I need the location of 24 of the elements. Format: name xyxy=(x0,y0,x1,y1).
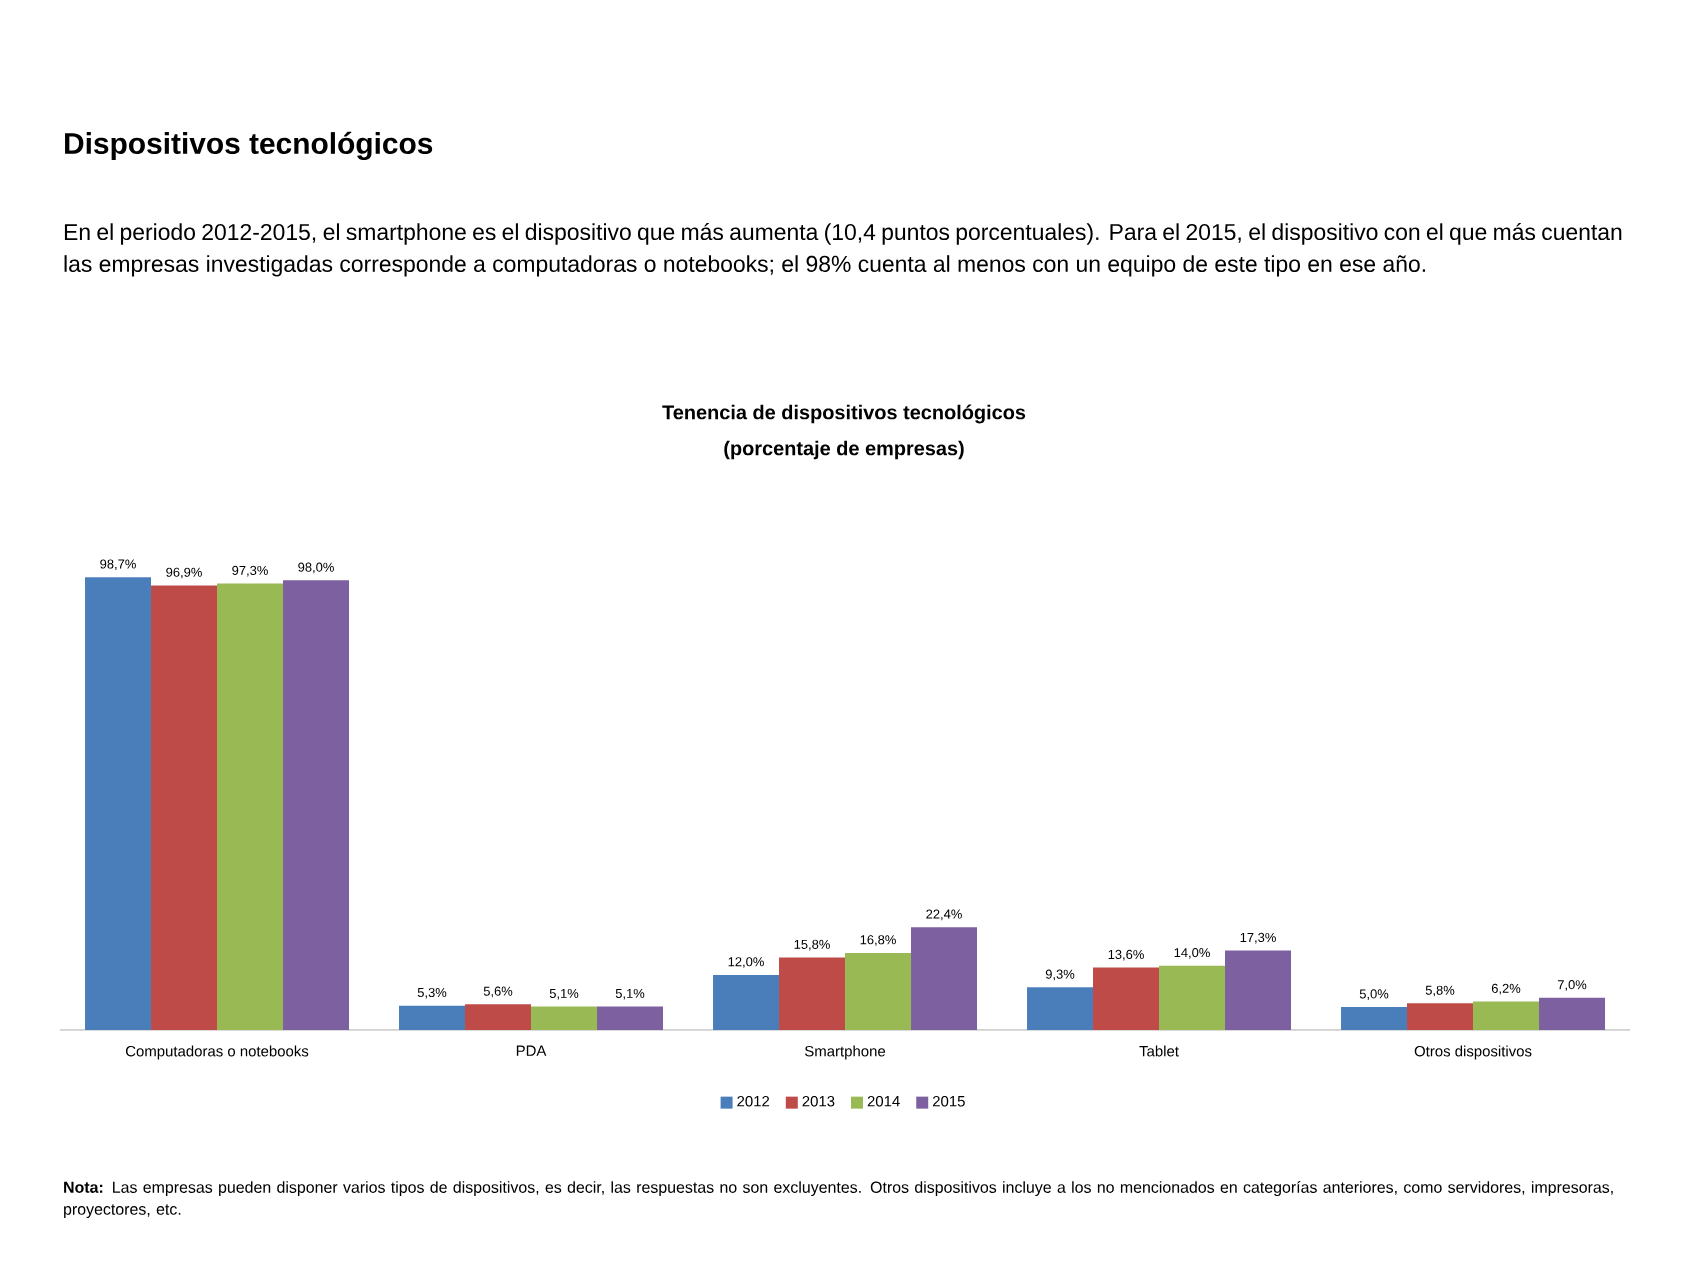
bar xyxy=(85,577,152,1030)
bar xyxy=(1539,997,1606,1030)
bar xyxy=(1027,987,1094,1030)
chart-title: Tenencia de dispositivos tecnológicos xyxy=(662,404,1026,424)
bar xyxy=(1225,950,1292,1030)
bar xyxy=(597,1006,664,1030)
bar xyxy=(713,974,780,1030)
bar xyxy=(283,580,350,1030)
chart-subtitle: (porcentaje de empresas) xyxy=(724,440,964,460)
bar xyxy=(465,1004,532,1030)
bar xyxy=(1159,965,1226,1030)
bar xyxy=(845,952,912,1030)
text: En el periodo 2012-2015, el smartphone es el dispositivo que más aumenta (10,4 puntos porcentuales). Para el 2015, el dispositivo con el que más cuentan las empresas investigadas corresponde a computadoras o notebooks; el 98% cuenta al menos con un equipo de este tipo en ese año. xyxy=(64,223,1622,277)
bar xyxy=(399,1005,466,1030)
bar xyxy=(151,585,218,1030)
text: Dispositivos tecnológicos xyxy=(65,131,433,161)
bar xyxy=(779,957,846,1030)
bar xyxy=(1093,967,1160,1030)
bar xyxy=(1473,1001,1540,1030)
bar xyxy=(531,1006,598,1030)
bar xyxy=(1341,1007,1408,1030)
bar xyxy=(217,583,284,1030)
bar xyxy=(1407,1003,1474,1030)
bar xyxy=(911,927,978,1030)
